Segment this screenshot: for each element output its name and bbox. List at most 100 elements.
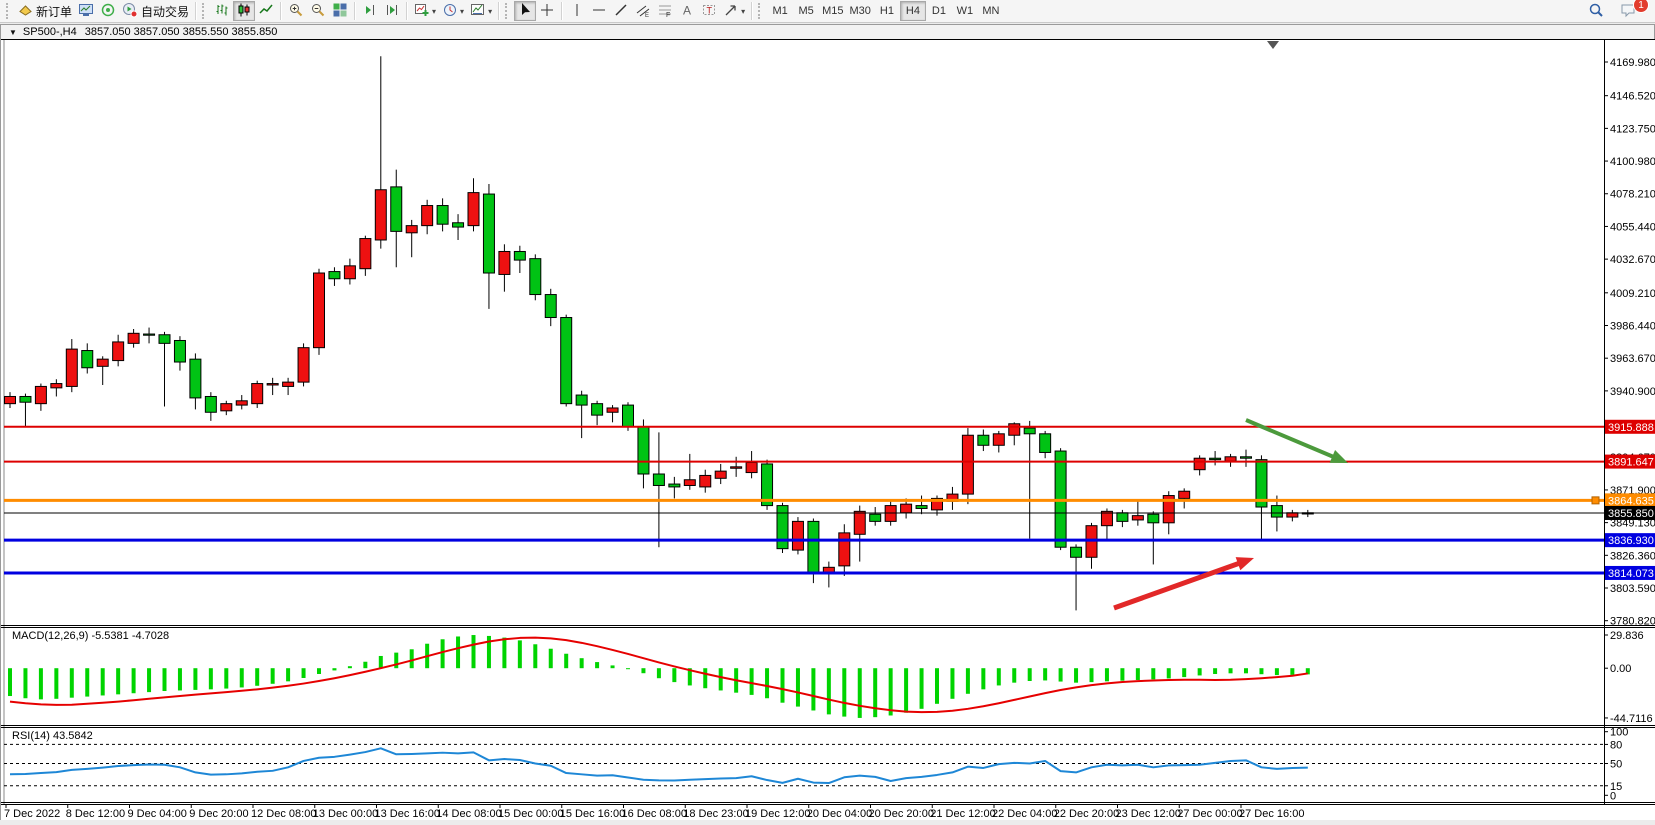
macd-signal-line <box>9 636 1308 714</box>
time-axis-label: 21 Dec 12:00 <box>930 808 995 820</box>
macd-histogram-bar <box>904 668 909 713</box>
templates-button[interactable]: ▾ <box>467 1 495 21</box>
timeframe-m5-button[interactable]: M5 <box>798 5 814 17</box>
macd-histogram-bar <box>1244 668 1248 674</box>
macd-tick-label: -44.7116 <box>1610 713 1653 725</box>
candle-body <box>452 222 465 228</box>
svg-text:F: F <box>666 12 670 18</box>
terminal-button[interactable] <box>75 1 97 21</box>
time-axis[interactable]: 7 Dec 2022 8 Dec 12:00 9 Dec 04:00 9 Dec 20… <box>4 804 1304 821</box>
chart-menu-icon[interactable]: ▼ <box>9 27 17 37</box>
horizontal-line-button[interactable] <box>588 1 610 21</box>
red-up-arrow-annotation[interactable] <box>1113 557 1254 611</box>
candle-body <box>297 347 310 383</box>
macd-histogram-bar <box>378 655 383 669</box>
auto-scroll-button[interactable] <box>359 1 381 21</box>
toolbar-grip[interactable] <box>505 3 510 19</box>
bar-chart-button[interactable] <box>211 1 233 21</box>
macd-histogram-bar <box>888 668 893 716</box>
candle-body <box>498 250 511 275</box>
arrows-icon <box>723 2 739 21</box>
timeframe-h4-button[interactable]: H4 <box>899 1 926 21</box>
notification-badge: 1 <box>1633 0 1649 13</box>
tile-windows-button[interactable] <box>329 1 351 21</box>
search-button[interactable] <box>1585 1 1607 21</box>
timeframe-d1-button[interactable]: D1 <box>931 5 946 17</box>
equidistant-channel-icon: E <box>635 2 651 21</box>
timeframe-mn-button[interactable]: MN <box>982 5 1000 17</box>
arrows-button[interactable]: ▾ <box>720 1 748 21</box>
chart-shift-button[interactable] <box>381 1 403 21</box>
autotrading-icon <box>122 2 138 21</box>
price-chart[interactable]: 4169.980 4146.520 4123.750 4100.980 4078.210… <box>1 25 1655 821</box>
macd-histogram-bar <box>394 652 399 669</box>
new-order-button[interactable]: 新订单 <box>15 1 75 21</box>
zoom-out-button[interactable] <box>307 1 329 21</box>
macd-histogram-bar <box>857 668 862 718</box>
equidistant-channel-button[interactable]: E <box>632 1 654 21</box>
macd-histogram-bar <box>456 636 461 669</box>
macd-histogram-bar <box>1259 668 1264 675</box>
price-tick-label: 4009.210 <box>1610 288 1655 300</box>
fibonacci-button[interactable]: F <box>654 1 676 21</box>
trendline-button[interactable] <box>610 1 632 21</box>
zoom-in-button[interactable] <box>285 1 307 21</box>
toolbar-grip[interactable] <box>202 3 207 19</box>
time-axis-label: 27 Dec 00:00 <box>1177 808 1242 820</box>
cursor-button[interactable] <box>514 1 537 21</box>
macd-histogram-bar <box>255 668 260 686</box>
price-badge-label: 3855.850 <box>1608 508 1654 520</box>
macd-histogram-bar <box>1135 668 1140 680</box>
price-axis[interactable]: 4169.980 4146.520 4123.750 4100.980 4078.210… <box>1604 57 1655 802</box>
text-button[interactable]: A <box>676 1 698 21</box>
timeframe-m1-button[interactable]: M1 <box>772 5 788 17</box>
hline-handle[interactable] <box>1591 496 1600 505</box>
line-chart-button[interactable] <box>255 1 277 21</box>
price-tick-label: 3849.130 <box>1610 518 1655 530</box>
candle-body <box>482 193 495 274</box>
timeframe-m30-button[interactable]: M30 <box>849 5 871 17</box>
chart-shift-marker[interactable] <box>1267 41 1279 49</box>
tile-windows-icon <box>332 2 348 21</box>
macd-histogram-bar <box>703 668 708 689</box>
toolbar-grip[interactable] <box>6 3 11 19</box>
timeframe-m15-button[interactable]: M15 <box>822 5 844 17</box>
macd-histogram-bar <box>38 668 43 700</box>
autotrading-button[interactable]: 自动交易 <box>119 1 192 21</box>
macd-histogram-bar <box>579 658 584 669</box>
candle-body <box>575 394 588 406</box>
toolbar-grip[interactable] <box>758 3 763 19</box>
text-label-icon: T <box>701 2 717 21</box>
crosshair-button[interactable] <box>536 1 558 21</box>
candlestick-chart-button[interactable] <box>233 1 256 21</box>
macd-histogram-bar <box>517 640 522 669</box>
bar-chart-icon <box>214 2 230 21</box>
signals-button[interactable] <box>97 1 119 21</box>
periods-button[interactable]: ▾ <box>439 1 467 21</box>
new-chart-button[interactable]: ▾ <box>411 1 439 21</box>
macd-histogram-bar <box>656 668 661 679</box>
macd-histogram-bar <box>131 668 136 694</box>
macd-indicator-label: MACD(12,26,9) -5.5381 -4.7028 <box>12 630 170 642</box>
text-label-button[interactable]: T <box>698 1 720 21</box>
toolbar-separator <box>195 2 198 20</box>
macd-histogram-bar <box>595 662 600 669</box>
time-axis-label: 12 Dec 08:00 <box>251 808 316 820</box>
green-down-arrow-annotation[interactable] <box>1245 418 1348 463</box>
candle-body <box>34 385 47 405</box>
timeframe-w1-button[interactable]: W1 <box>956 5 974 17</box>
chevron-down-icon: ▾ <box>460 6 465 16</box>
price-tick-label: 4078.210 <box>1610 189 1655 201</box>
candle-body <box>1070 546 1083 558</box>
toolbar-separator <box>406 2 409 20</box>
macd-histogram-bar <box>826 668 831 715</box>
templates-icon <box>470 2 486 21</box>
notifications-button[interactable]: 1 <box>1617 0 1649 21</box>
vertical-line-button[interactable] <box>566 1 588 21</box>
toolbar-separator <box>354 2 357 20</box>
candle-body <box>544 294 557 319</box>
macd-histogram-bar <box>270 668 275 684</box>
candle-body <box>807 520 820 574</box>
timeframe-h1-button[interactable]: H1 <box>879 5 894 17</box>
status-strip <box>0 820 1655 825</box>
